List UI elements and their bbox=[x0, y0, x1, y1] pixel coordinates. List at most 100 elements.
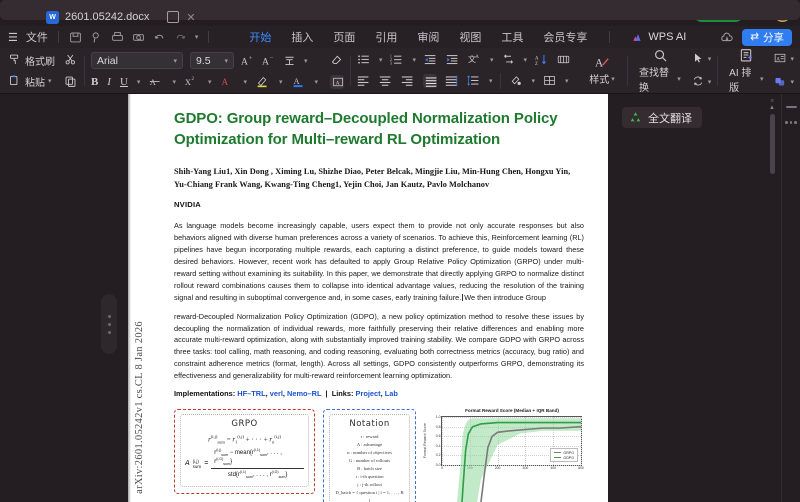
tab-review[interactable]: 审阅 bbox=[417, 31, 440, 44]
chevron-down-icon[interactable]: ▾ bbox=[523, 56, 528, 64]
ai-layout-button[interactable]: AI 排版 ▾ bbox=[724, 48, 768, 94]
floating-dock-handle[interactable] bbox=[101, 294, 117, 354]
italic-button[interactable]: I bbox=[107, 76, 111, 88]
show-marks-icon[interactable] bbox=[557, 53, 571, 67]
link-verl[interactable]: verl bbox=[269, 389, 283, 399]
chevron-down-icon[interactable]: ▾ bbox=[488, 77, 493, 85]
text-effects-icon[interactable]: A bbox=[220, 75, 234, 89]
bulleted-list-icon[interactable] bbox=[357, 53, 371, 67]
increase-indent-icon[interactable] bbox=[446, 53, 460, 67]
share-button[interactable]: ⇄ 分享 bbox=[742, 28, 792, 46]
paste-button[interactable]: 粘贴 ▾ bbox=[6, 73, 57, 89]
save-icon[interactable] bbox=[69, 31, 82, 44]
rail-more-icon[interactable] bbox=[785, 121, 797, 124]
file-menu[interactable]: 文件 bbox=[25, 32, 48, 44]
smart-shape-icon[interactable] bbox=[774, 75, 788, 89]
search-doc-icon[interactable] bbox=[90, 31, 103, 44]
align-justify-icon[interactable] bbox=[422, 73, 437, 88]
chevron-down-icon[interactable]: ▾ bbox=[207, 79, 212, 86]
cloud-sync-icon[interactable] bbox=[720, 31, 733, 44]
chevron-down-icon[interactable]: ▾ bbox=[194, 34, 199, 41]
tab-close-icon[interactable]: ✕ bbox=[186, 11, 196, 24]
align-right-icon[interactable] bbox=[401, 74, 415, 88]
chevron-down-icon[interactable]: ▾ bbox=[278, 79, 283, 86]
align-left-icon[interactable] bbox=[357, 74, 371, 88]
scrollbar-thumb[interactable] bbox=[769, 114, 775, 174]
copy-icon[interactable] bbox=[64, 75, 78, 89]
wps-ai-button[interactable]: WPS AI bbox=[632, 31, 686, 43]
styles-button[interactable]: A 样式 ▾ bbox=[583, 55, 621, 86]
chevron-down-icon[interactable]: ▾ bbox=[707, 56, 712, 63]
tab-member[interactable]: 会员专享 bbox=[543, 31, 588, 44]
pinyin-guide-icon[interactable] bbox=[283, 54, 297, 68]
chevron-down-icon[interactable]: ▾ bbox=[48, 78, 52, 85]
chevron-down-icon[interactable]: ▾ bbox=[378, 56, 383, 64]
font-color-icon[interactable]: A bbox=[292, 75, 306, 89]
align-center-icon[interactable] bbox=[379, 74, 393, 88]
link-project[interactable]: Project bbox=[355, 389, 381, 399]
document-page[interactable]: arXiv:2601.05242v1 cs.CL 8 Jan 2026 GDPO… bbox=[128, 94, 608, 502]
link-hf-trl[interactable]: HF–TRL bbox=[237, 389, 266, 399]
tab-tools[interactable]: 工具 bbox=[501, 31, 524, 44]
increase-font-size-icon[interactable]: A + bbox=[241, 54, 255, 68]
chevron-down-icon[interactable]: ▾ bbox=[136, 79, 141, 86]
decrease-font-size-icon[interactable]: A − bbox=[262, 54, 276, 68]
chevron-down-icon[interactable]: ▾ bbox=[243, 79, 247, 86]
print-icon[interactable] bbox=[111, 31, 124, 44]
chevron-down-icon[interactable]: ▾ bbox=[172, 79, 176, 86]
tab-page[interactable]: 页面 bbox=[333, 31, 356, 44]
tab-reference[interactable]: 引用 bbox=[375, 31, 398, 44]
format-painter-button[interactable]: 格式刷 bbox=[6, 52, 57, 68]
menu-hamburger-icon[interactable]: ☰ bbox=[8, 31, 18, 44]
distribute-icon[interactable] bbox=[445, 74, 459, 88]
chevron-down-icon[interactable]: ▾ bbox=[412, 56, 416, 64]
chevron-down-icon[interactable]: ▾ bbox=[531, 77, 535, 85]
text-direction-icon[interactable] bbox=[502, 53, 516, 67]
bold-button[interactable]: B bbox=[90, 76, 99, 88]
undo-icon[interactable] bbox=[153, 31, 166, 44]
select-objects-icon[interactable] bbox=[692, 52, 706, 66]
borders-icon[interactable] bbox=[543, 74, 557, 88]
tab-view[interactable]: 视图 bbox=[459, 31, 482, 44]
decrease-indent-icon[interactable] bbox=[424, 53, 438, 67]
tab-start[interactable]: 开始 bbox=[249, 29, 272, 50]
shading-color-icon[interactable] bbox=[509, 74, 523, 88]
scroll-up-arrow-icon[interactable]: ▲ bbox=[769, 105, 775, 111]
rail-collapse-icon[interactable] bbox=[785, 106, 797, 108]
full-text-translate-button[interactable]: 全文翻译 bbox=[622, 107, 702, 128]
strikethrough-icon[interactable]: A bbox=[149, 75, 163, 89]
replace-recycle-icon[interactable] bbox=[692, 75, 706, 89]
line-spacing-icon[interactable] bbox=[467, 74, 481, 88]
find-replace-button[interactable]: 查找替换 ▾ bbox=[634, 48, 686, 94]
cut-icon[interactable] bbox=[64, 53, 78, 67]
highlight-color-icon[interactable] bbox=[256, 75, 270, 89]
figure-grpo-box[interactable]: GRPO r(i,j)sum = r1(i,j) + · · · + rn(i,… bbox=[174, 409, 316, 494]
chevron-down-icon[interactable]: ▾ bbox=[314, 79, 319, 86]
figure-chart[interactable]: Format Reward Score (Median + IQR Band) … bbox=[423, 408, 584, 502]
chevron-down-icon[interactable]: ▾ bbox=[790, 56, 794, 63]
print-preview-icon[interactable] bbox=[132, 31, 145, 44]
text-box-icon[interactable]: A bbox=[330, 74, 345, 89]
chevron-down-icon[interactable]: ▾ bbox=[303, 57, 308, 65]
link-lab[interactable]: Lab bbox=[384, 389, 398, 399]
figure-notation-box[interactable]: Notation r : reward A : advantage n : nu… bbox=[323, 409, 416, 502]
tab-screen-icon[interactable] bbox=[167, 11, 180, 23]
underline-button[interactable]: U bbox=[119, 76, 128, 88]
clear-formatting-icon[interactable] bbox=[330, 53, 344, 67]
redo-icon[interactable] bbox=[174, 31, 187, 44]
document-outline-icon[interactable]: A bbox=[774, 52, 788, 66]
document-scrollbar[interactable]: ≡ ▲ bbox=[768, 98, 776, 498]
tab-document[interactable]: W 2601.05242.docx ✕ bbox=[0, 0, 800, 24]
chevron-down-icon[interactable]: ▾ bbox=[565, 77, 569, 85]
tab-insert[interactable]: 插入 bbox=[291, 31, 314, 44]
chevron-down-icon[interactable]: ▾ bbox=[707, 79, 712, 86]
font-size-select[interactable]: 9.5 ▾ bbox=[189, 52, 234, 69]
chevron-down-icon[interactable]: ▾ bbox=[490, 56, 494, 64]
link-nemo-rl[interactable]: Nemo–RL bbox=[287, 389, 322, 399]
chevron-down-icon[interactable]: ▾ bbox=[790, 79, 794, 86]
font-family-select[interactable]: Arial ▾ bbox=[90, 52, 183, 69]
